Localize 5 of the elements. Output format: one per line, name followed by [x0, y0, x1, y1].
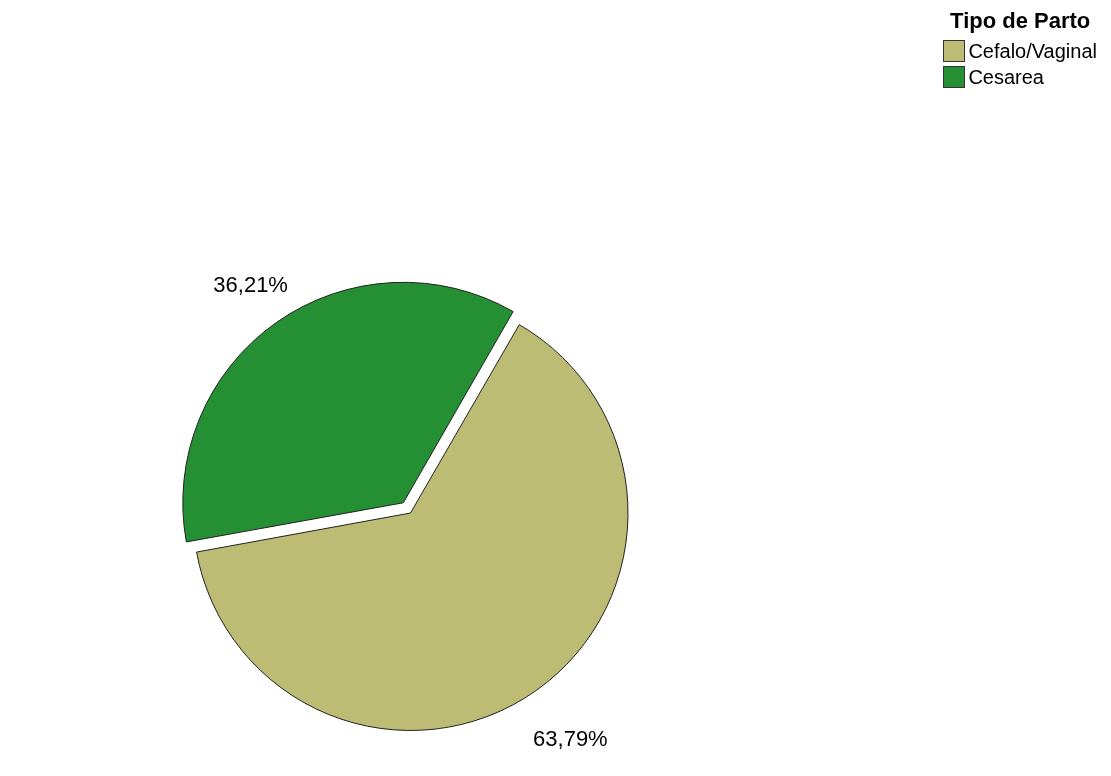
- legend-label: Cefalo/Vaginal: [968, 39, 1097, 63]
- data-label: 63,79%: [533, 725, 608, 751]
- legend-title: Tipo de Parto: [949, 8, 1092, 34]
- legend-label: Cesarea: [968, 65, 1044, 89]
- data-label: 36,21%: [213, 272, 288, 298]
